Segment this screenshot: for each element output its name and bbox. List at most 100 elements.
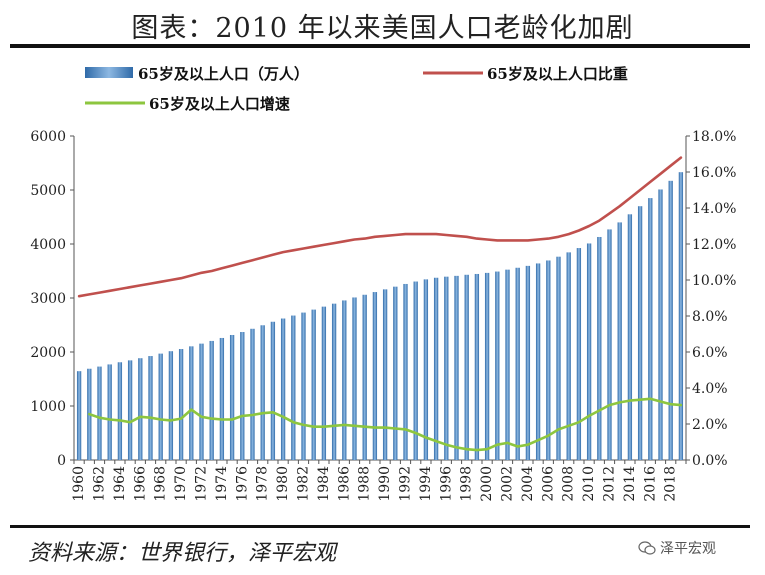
x-tick-label: 1964 xyxy=(112,466,128,502)
source-note: 资料来源：世界银行，泽平宏观 xyxy=(28,541,337,566)
x-tick-label: 2018 xyxy=(663,466,679,502)
bar xyxy=(362,294,367,460)
y-left-tick-label: 5000 xyxy=(30,183,66,199)
y-right-tick-label: 10.0% xyxy=(692,273,736,289)
x-tick-label: 1990 xyxy=(377,466,393,502)
x-tick-label: 1998 xyxy=(459,466,475,502)
x-tick-label: 2000 xyxy=(479,466,495,502)
x-tick-label: 1962 xyxy=(92,466,108,502)
bar xyxy=(97,366,102,460)
watermark-text: 泽平宏观 xyxy=(660,541,716,557)
bar xyxy=(199,343,204,460)
bar xyxy=(311,309,316,460)
x-tick-label: 1978 xyxy=(255,466,271,502)
bar xyxy=(444,276,449,460)
x-tick-label: 1994 xyxy=(418,466,434,502)
y-right-tick-label: 18.0% xyxy=(692,129,736,145)
y-left-tick-label: 2000 xyxy=(30,345,66,361)
chart-canvas: 65岁及以上人口（万人） 65岁及以上人口比重 65岁及以上人口增速 0 1000 20… xyxy=(30,65,736,502)
bar xyxy=(648,198,653,460)
x-tick-label: 1986 xyxy=(336,466,352,502)
bar xyxy=(382,289,388,460)
bar xyxy=(280,318,286,460)
bar xyxy=(76,371,82,460)
bar xyxy=(413,281,418,460)
bar xyxy=(219,337,225,460)
x-tick-label: 2016 xyxy=(642,466,658,502)
bar xyxy=(678,172,684,460)
source-divider xyxy=(10,525,750,528)
watermark: 泽平宏观 xyxy=(638,538,716,558)
bar xyxy=(566,252,571,460)
legend-label-share: 65岁及以上人口比重 xyxy=(487,65,628,83)
bar xyxy=(576,248,582,460)
bar xyxy=(403,283,408,460)
bar xyxy=(229,334,235,460)
line-series xyxy=(77,156,683,452)
bar xyxy=(240,332,245,460)
bar xyxy=(291,315,296,460)
y-right-tick-label: 4.0% xyxy=(692,381,728,397)
x-tick-label: 1974 xyxy=(214,466,230,502)
x-tick-label: 1976 xyxy=(234,466,250,502)
x-tick-label: 1984 xyxy=(316,466,332,502)
bar xyxy=(301,312,306,460)
x-tick-label: 1968 xyxy=(153,466,169,502)
x-tick-label: 1980 xyxy=(275,466,291,502)
bar xyxy=(260,325,265,460)
bar xyxy=(189,346,194,460)
bar xyxy=(209,340,214,460)
y-right-tick-label: 6.0% xyxy=(692,345,728,361)
bar xyxy=(127,360,133,460)
bar xyxy=(535,263,541,460)
share-line xyxy=(77,156,683,298)
x-tick-label: 2004 xyxy=(520,466,536,502)
x-tick-label: 1970 xyxy=(173,466,189,502)
bar xyxy=(454,275,459,460)
bar xyxy=(464,274,469,460)
bar xyxy=(270,321,276,460)
title-underline xyxy=(10,44,750,48)
y-right-tick-label: 14.0% xyxy=(692,201,736,217)
y-right-tick-label: 16.0% xyxy=(692,165,736,181)
bar xyxy=(117,362,123,460)
bar xyxy=(627,214,633,460)
bar xyxy=(433,277,439,460)
bar xyxy=(617,222,622,460)
bar xyxy=(178,349,184,460)
x-tick-label: 2010 xyxy=(581,466,597,502)
y-left-tick-label: 4000 xyxy=(30,237,66,253)
bar xyxy=(107,364,112,460)
tick-labels: 0 1000 2000 3000 4000 5000 6000 0.0% 2.0% 4.0% 6.0… xyxy=(30,129,736,502)
bar xyxy=(372,292,378,460)
axes xyxy=(70,135,690,464)
bar xyxy=(393,286,398,460)
legend: 65岁及以上人口（万人） 65岁及以上人口比重 65岁及以上人口增速 xyxy=(85,65,628,113)
x-tick-label: 1988 xyxy=(357,466,373,502)
bar xyxy=(637,206,643,460)
x-tick-label: 2002 xyxy=(500,466,516,502)
legend-bar-swatch xyxy=(85,67,133,78)
bar xyxy=(148,356,153,460)
y-right-tick-label: 2.0% xyxy=(692,417,728,433)
bar xyxy=(423,279,429,460)
bar xyxy=(352,297,357,460)
y-left-tick-label: 1000 xyxy=(30,399,66,415)
bar xyxy=(546,260,551,460)
bar xyxy=(556,256,561,460)
y-right-tick-label: 12.0% xyxy=(692,237,736,253)
x-tick-label: 1992 xyxy=(398,466,414,502)
bar xyxy=(505,269,510,460)
bar xyxy=(331,303,337,460)
bar xyxy=(525,265,531,460)
y-left-tick-label: 6000 xyxy=(30,129,66,145)
x-tick-label: 1982 xyxy=(296,466,312,502)
bar-series xyxy=(76,172,684,460)
x-tick-label: 1996 xyxy=(438,466,454,502)
legend-label-growth: 65岁及以上人口增速 xyxy=(149,95,290,113)
bar xyxy=(658,189,663,460)
bar xyxy=(250,328,255,460)
x-tick-label: 1960 xyxy=(71,466,87,502)
x-tick-label: 2006 xyxy=(540,466,556,502)
x-tick-label: 1966 xyxy=(132,466,148,502)
